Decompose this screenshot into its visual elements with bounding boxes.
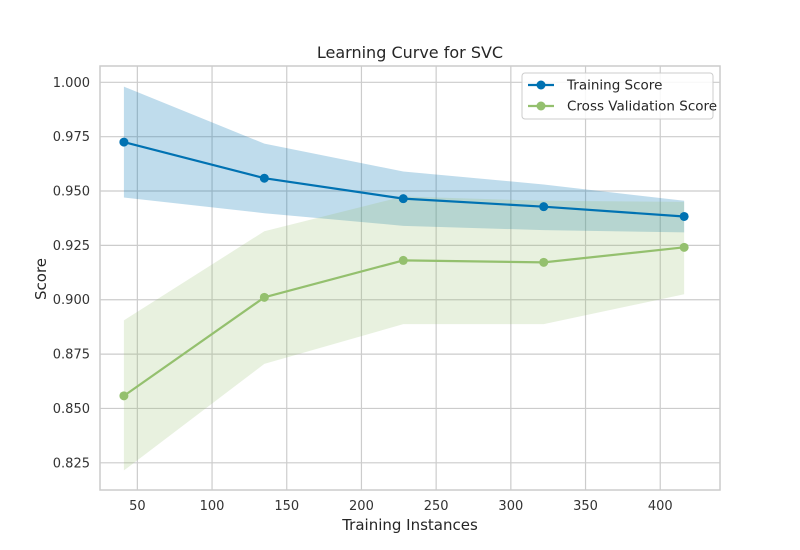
x-tick-label: 50 bbox=[129, 499, 146, 514]
cross-validation-score-point bbox=[539, 257, 549, 267]
y-tick-labels: 0.825 0.850 0.875 0.900 0.925 0.950 0.975 1.000 bbox=[53, 76, 90, 472]
y-tick-label: 1.000 bbox=[53, 76, 90, 91]
y-tick-label: 0.875 bbox=[53, 348, 90, 363]
x-tick-label: 400 bbox=[648, 499, 673, 514]
series-points bbox=[119, 137, 689, 401]
legend: Training Score Cross Validation Score bbox=[521, 72, 717, 120]
legend-cross-validation-score-marker bbox=[536, 101, 546, 111]
x-tick-labels: 50 100 150 200 250 300 350 400 bbox=[129, 499, 673, 514]
y-tick-label: 0.825 bbox=[53, 456, 90, 471]
chart-title: Learning Curve for SVC bbox=[317, 43, 503, 62]
x-tick-label: 350 bbox=[573, 499, 598, 514]
x-tick-label: 150 bbox=[274, 499, 299, 514]
training-score-point bbox=[119, 137, 129, 147]
cross-validation-score-point bbox=[259, 292, 269, 302]
training-score-point bbox=[539, 202, 549, 212]
x-tick-label: 100 bbox=[200, 499, 225, 514]
y-tick-label: 0.925 bbox=[53, 239, 90, 254]
plot-frame bbox=[99, 65, 721, 491]
cross-validation-score-point bbox=[119, 391, 129, 401]
legend-training-score-marker bbox=[536, 80, 546, 90]
y-tick-label: 0.950 bbox=[53, 185, 90, 200]
cross-validation-score-point bbox=[679, 242, 689, 252]
training-score-band bbox=[123, 86, 685, 233]
legend-training-score-label: Training Score bbox=[566, 78, 662, 94]
grid bbox=[100, 66, 720, 490]
training-score-point bbox=[398, 194, 408, 204]
y-axis-title: Score bbox=[32, 258, 50, 300]
training-score-point bbox=[679, 211, 689, 221]
y-tick-label: 0.900 bbox=[53, 293, 90, 308]
x-tick-label: 250 bbox=[424, 499, 449, 514]
cross-validation-score-point bbox=[398, 255, 408, 265]
y-tick-label: 0.975 bbox=[53, 130, 90, 145]
legend-box bbox=[521, 72, 714, 120]
x-tick-label: 300 bbox=[498, 499, 523, 514]
x-axis-title: Training Instances bbox=[341, 516, 478, 534]
y-tick-label: 0.850 bbox=[53, 402, 90, 417]
training-score-point bbox=[259, 173, 269, 183]
legend-cross-validation-score-label: Cross Validation Score bbox=[567, 99, 717, 115]
x-tick-label: 200 bbox=[349, 499, 374, 514]
